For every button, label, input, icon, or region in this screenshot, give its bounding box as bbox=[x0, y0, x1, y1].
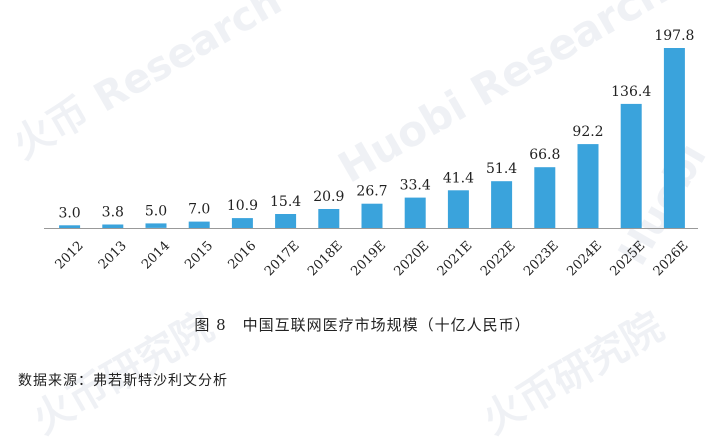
bar-2021E bbox=[447, 190, 469, 228]
value-label-2021E: 41.4 bbox=[443, 170, 474, 186]
value-label-2022E: 51.4 bbox=[486, 161, 517, 177]
value-label-2017E: 15.4 bbox=[270, 194, 301, 210]
tick-label-2017E: 2017E bbox=[262, 238, 303, 279]
bar-2024E bbox=[577, 144, 599, 228]
value-label-2013: 3.8 bbox=[102, 205, 124, 221]
tick-label-2014: 2014 bbox=[139, 238, 173, 272]
tick-label-2023E: 2023E bbox=[521, 238, 562, 279]
tick-label-2018E: 2018E bbox=[305, 238, 346, 279]
value-label-2018E: 20.9 bbox=[313, 189, 344, 205]
chart-title: 图 8 中国互联网医疗市场规模（十亿人民币） bbox=[194, 316, 531, 334]
value-label-2020E: 33.4 bbox=[400, 178, 431, 194]
bar-2020E bbox=[404, 197, 426, 228]
bar-2017E bbox=[275, 214, 297, 228]
tick-label-2026E: 2026E bbox=[651, 238, 692, 279]
tick-label-2019E: 2019E bbox=[348, 238, 389, 279]
value-label-2016: 10.9 bbox=[227, 198, 258, 214]
value-label-2012: 3.0 bbox=[58, 205, 80, 221]
bar-2014 bbox=[145, 223, 167, 228]
bar-2023E bbox=[534, 167, 556, 228]
tick-label-2012: 2012 bbox=[53, 238, 87, 272]
value-label-2026E: 197.8 bbox=[654, 28, 694, 44]
bar-2015 bbox=[188, 221, 210, 228]
bar-chart-svg: 3.0 2012 3.8 2013 5.0 2014 7.0 2015 10.9 2016 15.4… bbox=[44, 28, 698, 279]
data-source: 数据来源：弗若斯特沙利文分析 bbox=[18, 373, 228, 389]
value-label-2014: 5.0 bbox=[145, 203, 167, 219]
tick-label-2021E: 2021E bbox=[435, 238, 476, 279]
tick-label-2022E: 2022E bbox=[478, 238, 519, 279]
bar-2018E bbox=[318, 209, 340, 228]
tick-label-2024E: 2024E bbox=[564, 238, 605, 279]
bar-2026E bbox=[663, 48, 685, 228]
bar-2025E bbox=[620, 103, 642, 228]
bar-2016 bbox=[231, 218, 253, 228]
tick-label-2020E: 2020E bbox=[392, 238, 433, 279]
bar-2019E bbox=[361, 203, 383, 228]
tick-label-2016: 2016 bbox=[225, 238, 259, 272]
bar-2022E bbox=[491, 181, 513, 228]
value-label-2015: 7.0 bbox=[188, 202, 210, 218]
value-label-2019E: 26.7 bbox=[356, 184, 387, 200]
tick-label-2015: 2015 bbox=[182, 238, 216, 272]
tick-label-2025E: 2025E bbox=[608, 238, 649, 279]
value-label-2025E: 136.4 bbox=[611, 84, 651, 100]
bar-2013 bbox=[102, 224, 124, 228]
bar-chart: 3.0 2012 3.8 2013 5.0 2014 7.0 2015 10.9 2016 15.4… bbox=[44, 28, 698, 279]
value-label-2024E: 92.2 bbox=[572, 124, 603, 140]
tick-label-2013: 2013 bbox=[96, 238, 130, 272]
bar-2012 bbox=[59, 225, 81, 228]
value-label-2023E: 66.8 bbox=[529, 147, 560, 163]
